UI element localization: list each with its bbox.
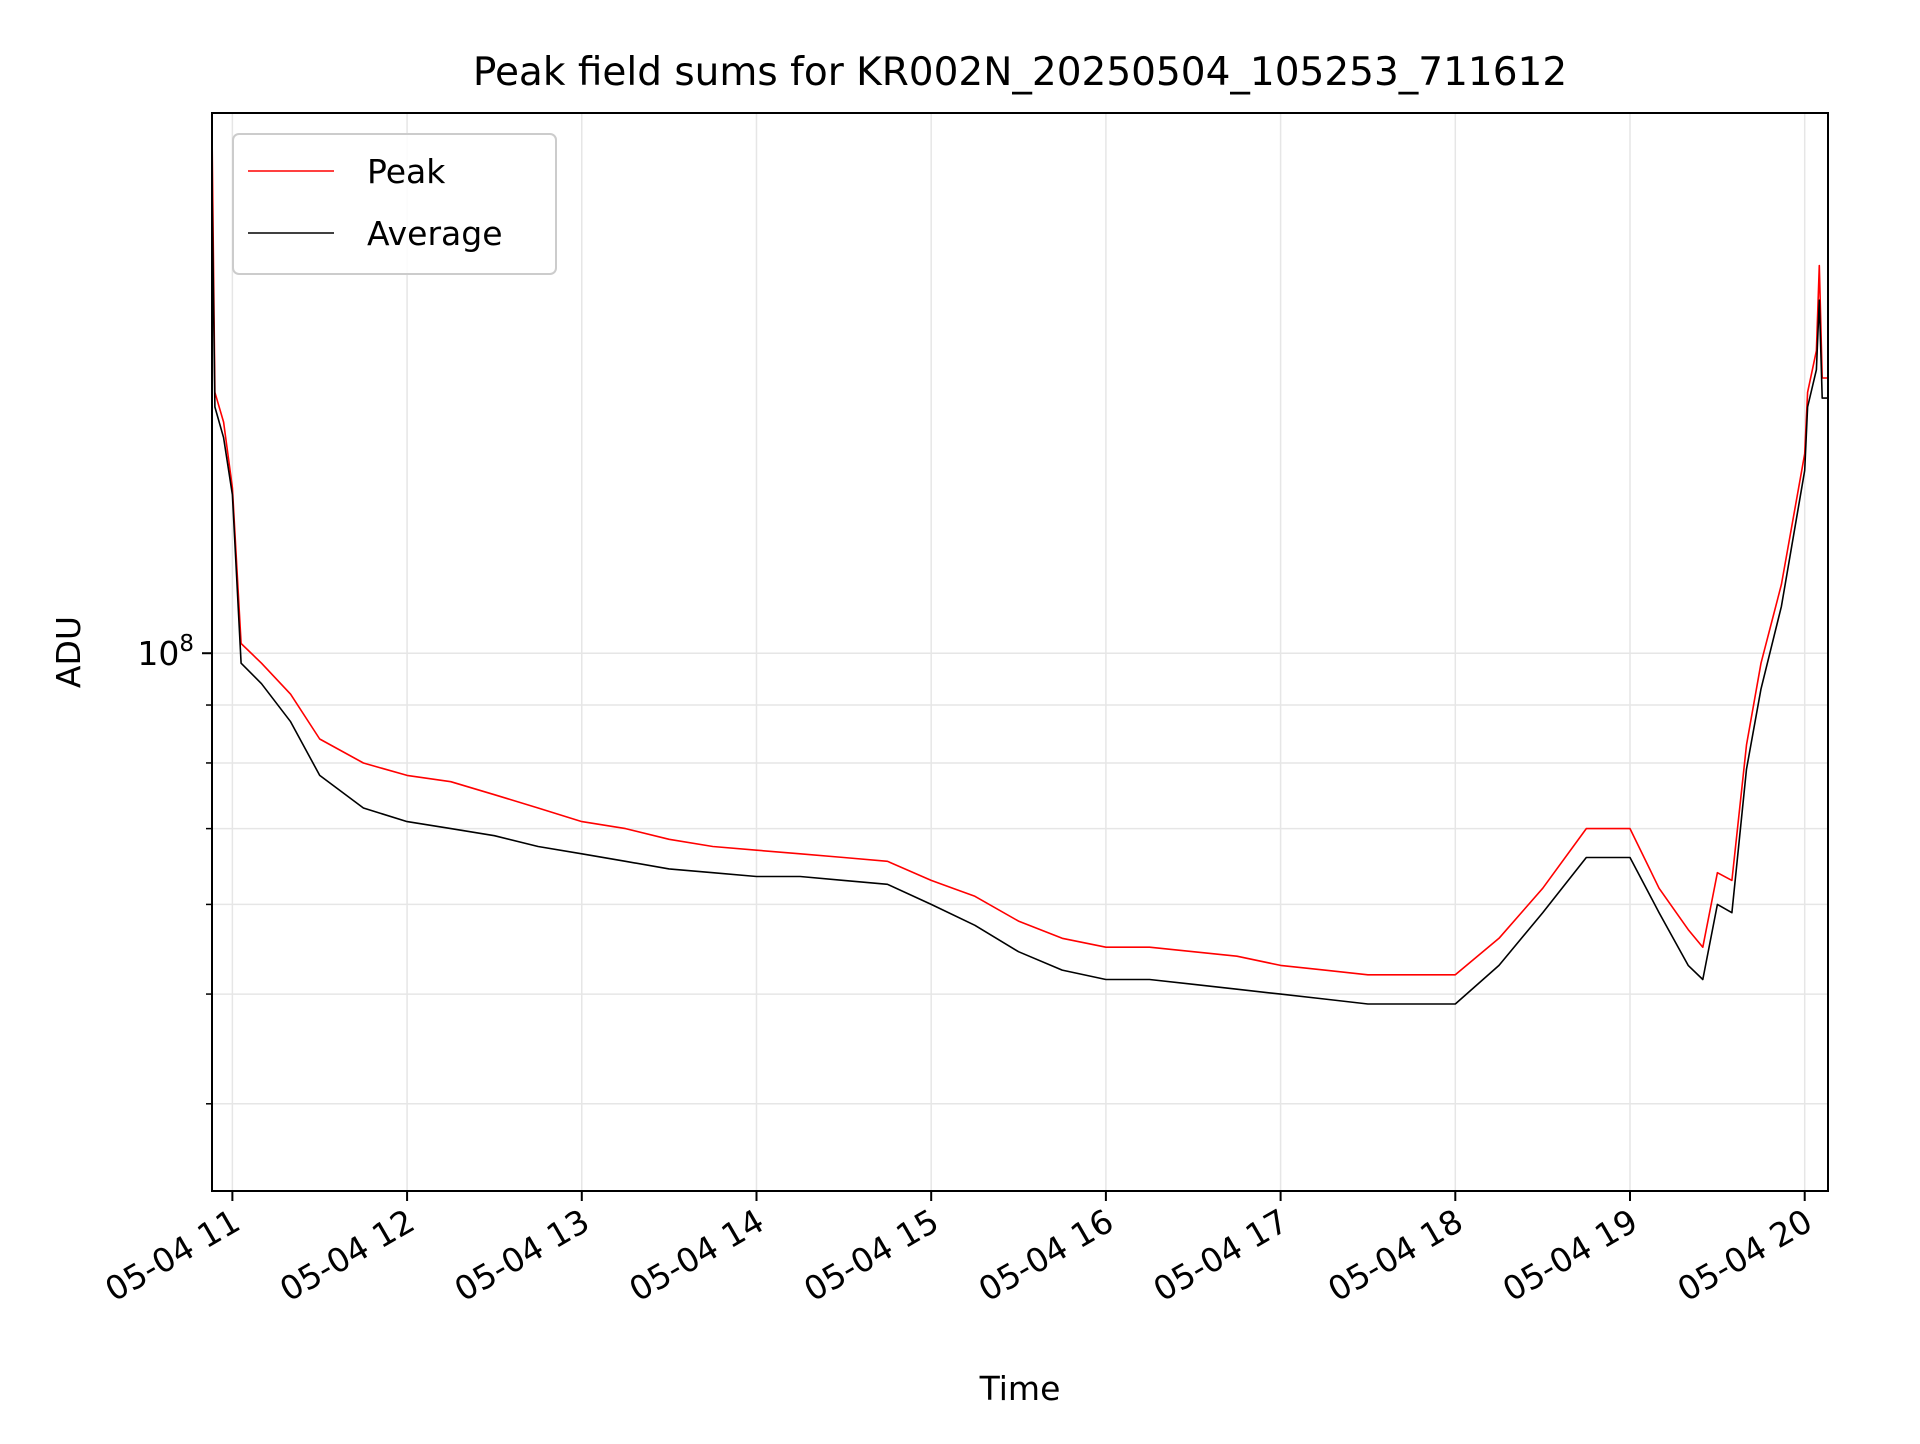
chart-title: Peak field sums for KR002N_20250504_1052… [473, 50, 1567, 95]
grid-layer [212, 113, 1828, 1191]
legend: Peak Average [232, 133, 557, 275]
series-line-average [211, 183, 1828, 1005]
plot-frame [211, 112, 1829, 1192]
legend-label-peak: Peak [367, 152, 446, 191]
x-axis-label: Time [979, 1369, 1061, 1408]
legend-frame [232, 133, 557, 275]
y-tick-label: 108 [137, 631, 194, 673]
legend-label-average: Average [367, 214, 503, 253]
series-layer [211, 129, 1828, 1005]
y-axis-label: ADU [49, 616, 88, 688]
series-line-peak [211, 129, 1828, 976]
